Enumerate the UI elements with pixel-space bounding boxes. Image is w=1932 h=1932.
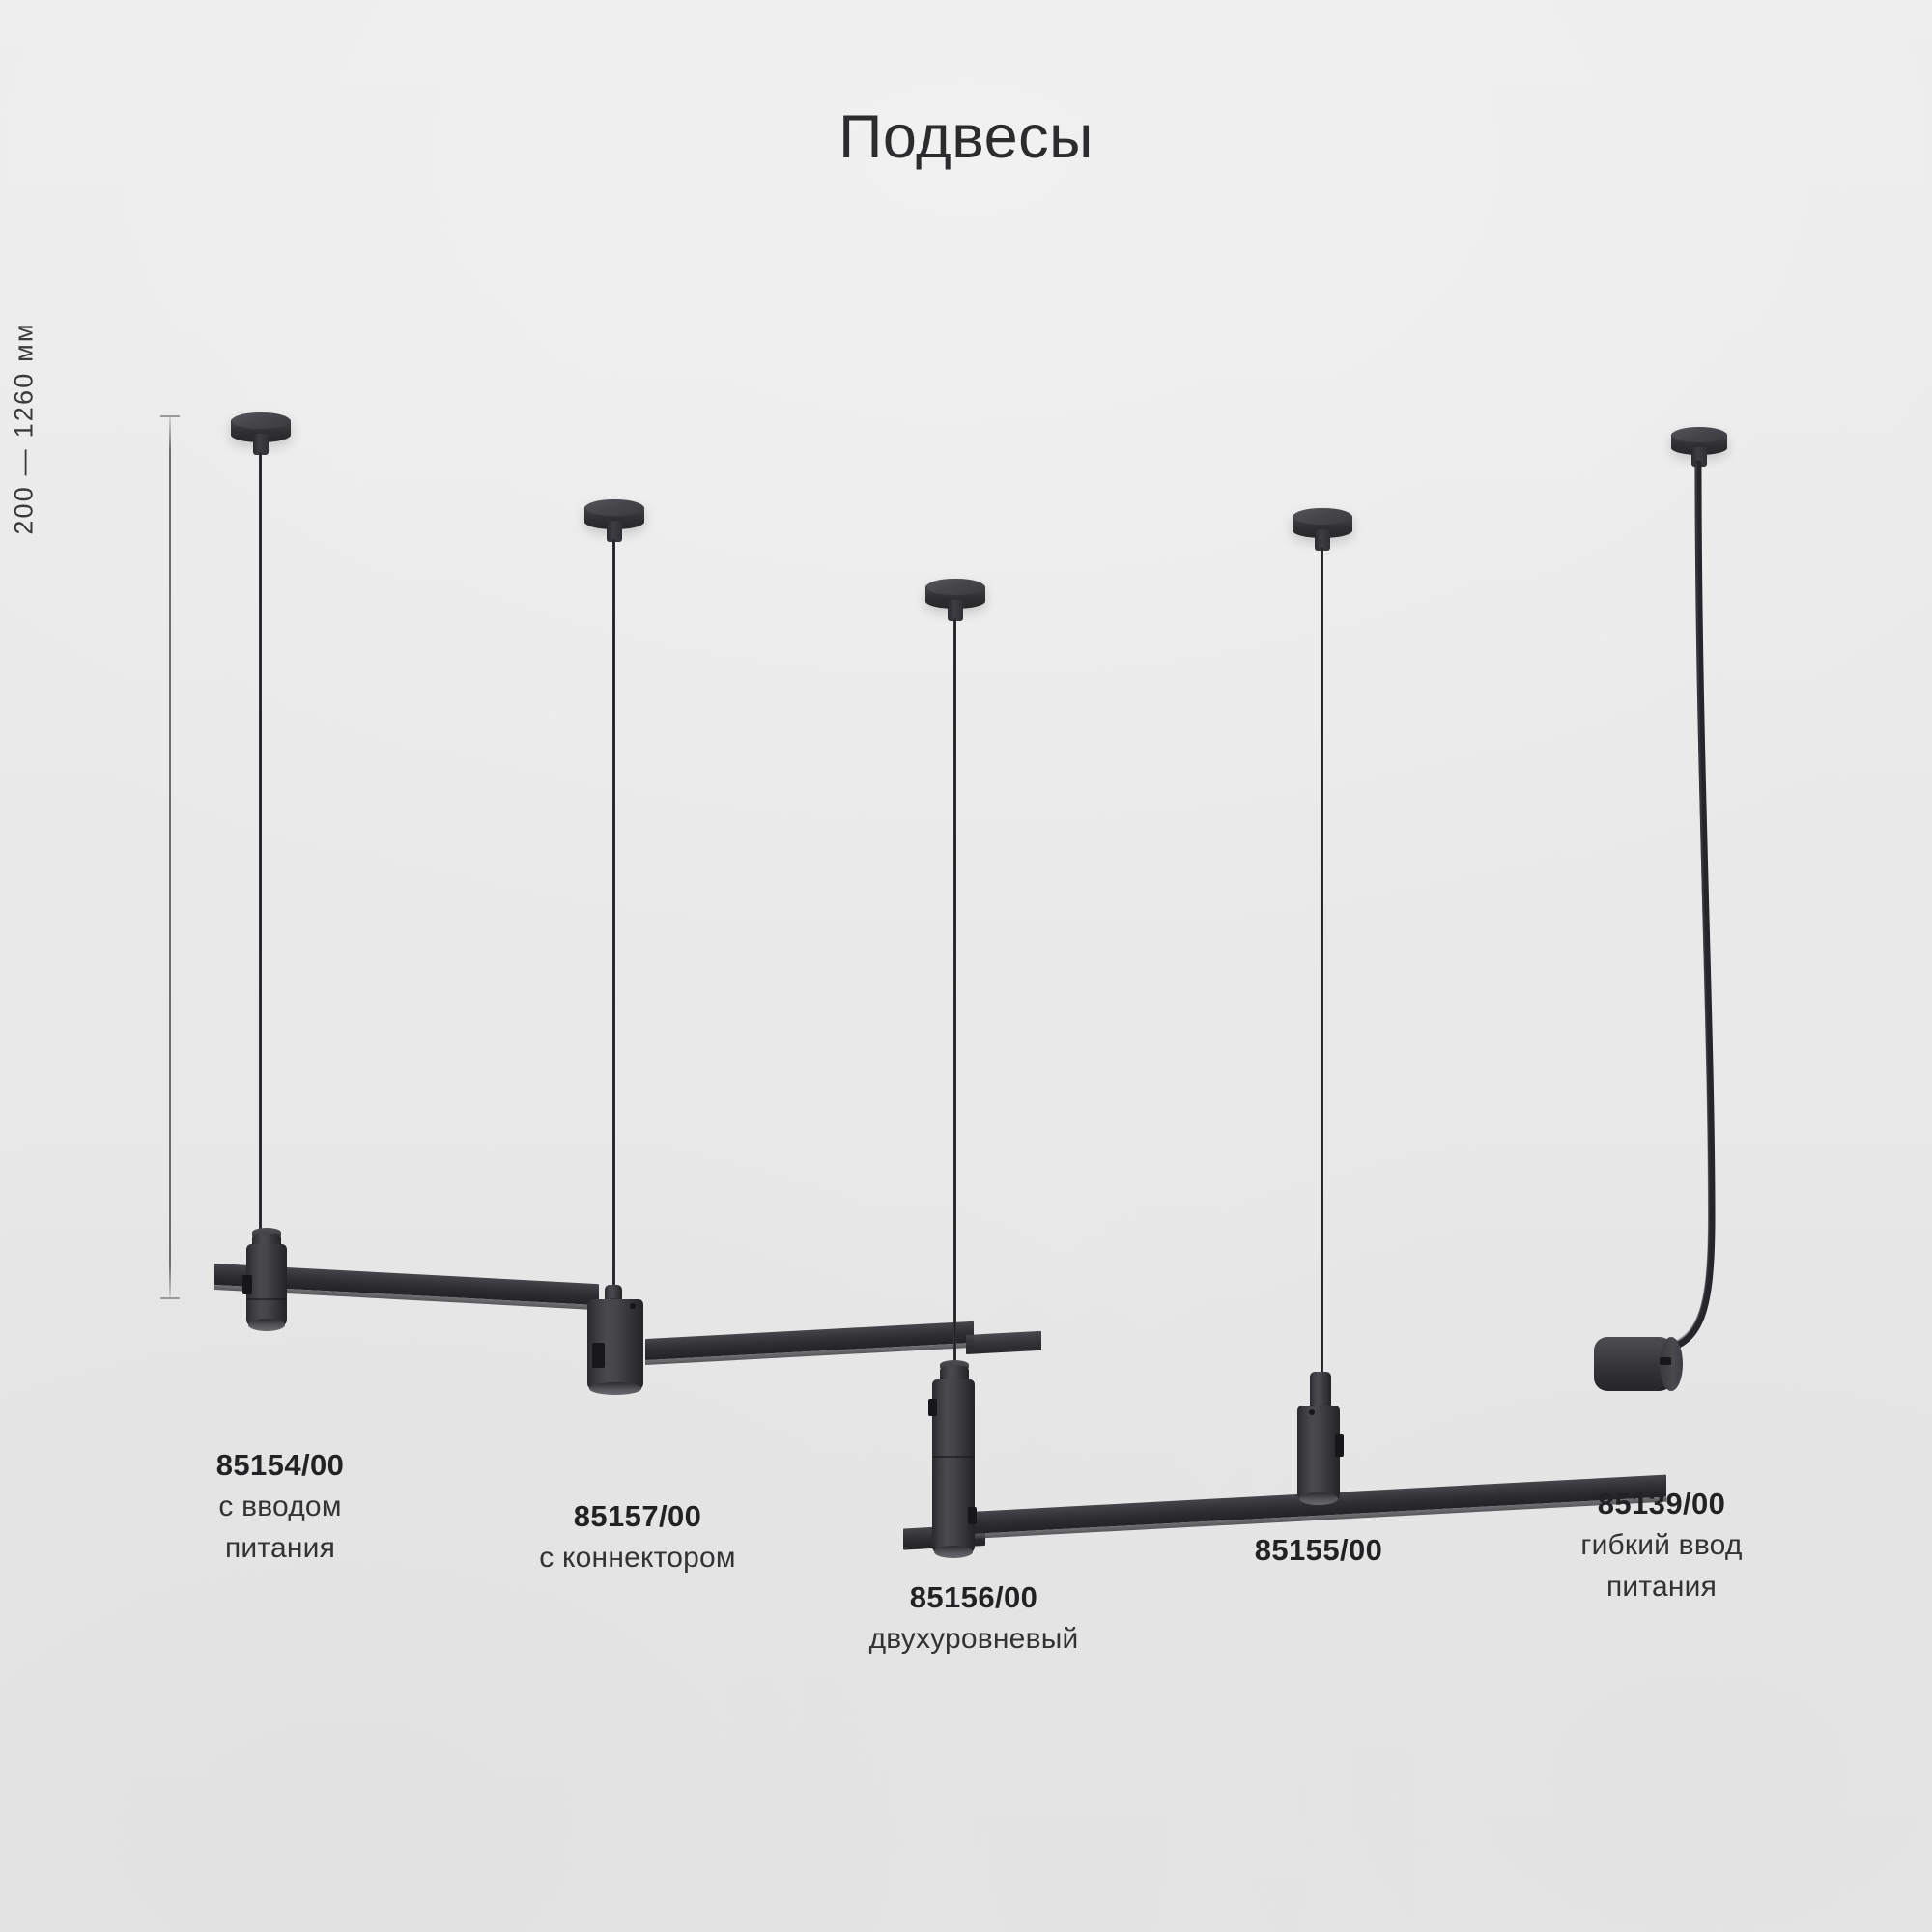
dimension-label: 200 — 1260 мм <box>9 322 39 535</box>
product-label-85155: 85155/00 <box>1174 1529 1463 1572</box>
upper-track-coupling-icon <box>928 1399 937 1416</box>
suspension-wire <box>259 452 262 1235</box>
product-code: 85157/00 <box>573 1499 702 1533</box>
product-desc-line-2: питания <box>224 1531 336 1564</box>
pendant-body-column <box>932 1379 975 1558</box>
product-code: 85156/00 <box>909 1580 1038 1614</box>
dimension-line <box>169 415 171 1299</box>
track-coupling-slot-icon <box>242 1275 252 1294</box>
lower-track-coupling-icon <box>968 1507 977 1524</box>
connector-pin-icon <box>630 1303 636 1309</box>
canopy-stub-icon <box>253 434 269 455</box>
pendant-body-main <box>246 1244 287 1331</box>
product-label-85154: 85154/00 с вводом питания <box>135 1444 425 1569</box>
canopy-stub-icon <box>1691 447 1707 467</box>
suspension-wire <box>1321 548 1323 1378</box>
canopy-stub-icon <box>948 600 963 621</box>
flexible-cable <box>1658 460 1716 1354</box>
power-feed-port-icon <box>1660 1357 1671 1365</box>
suspension-wire <box>953 618 956 1367</box>
canopy-stub-icon <box>1315 529 1330 551</box>
product-desc-line-1: двухуровневый <box>868 1623 1079 1656</box>
product-label-85139: 85139/00 гибкий ввод питания <box>1507 1483 1816 1607</box>
pendant-body-seam <box>247 1298 286 1300</box>
product-desc-line-1: с коннектором <box>539 1542 736 1575</box>
product-desc-line-2: питания <box>1605 1570 1718 1603</box>
pendant-pin-icon <box>1309 1409 1315 1415</box>
track-rail-upper-stub <box>966 1330 1041 1354</box>
suspension-wire <box>612 539 615 1293</box>
pendant-body-seam-upper <box>933 1456 974 1458</box>
product-code: 85139/00 <box>1597 1487 1726 1520</box>
dimension-cap-bottom-icon <box>160 1297 180 1299</box>
product-desc-line-1: гибкий ввод <box>1580 1529 1743 1562</box>
connector-port-icon <box>592 1343 605 1368</box>
product-code: 85154/00 <box>215 1448 345 1482</box>
pendant-body <box>1297 1406 1340 1505</box>
product-code: 85155/00 <box>1254 1533 1383 1567</box>
dimension-annotation <box>155 415 270 1299</box>
page-title: Подвесы <box>838 103 1094 171</box>
track-coupling-slot-icon <box>1335 1434 1344 1457</box>
product-desc-line-1: с вводом <box>218 1491 342 1523</box>
canopy-stub-icon <box>607 521 622 542</box>
product-label-85156: 85156/00 двухуровневый <box>829 1577 1119 1661</box>
product-label-85157: 85157/00 с коннектором <box>493 1495 782 1579</box>
